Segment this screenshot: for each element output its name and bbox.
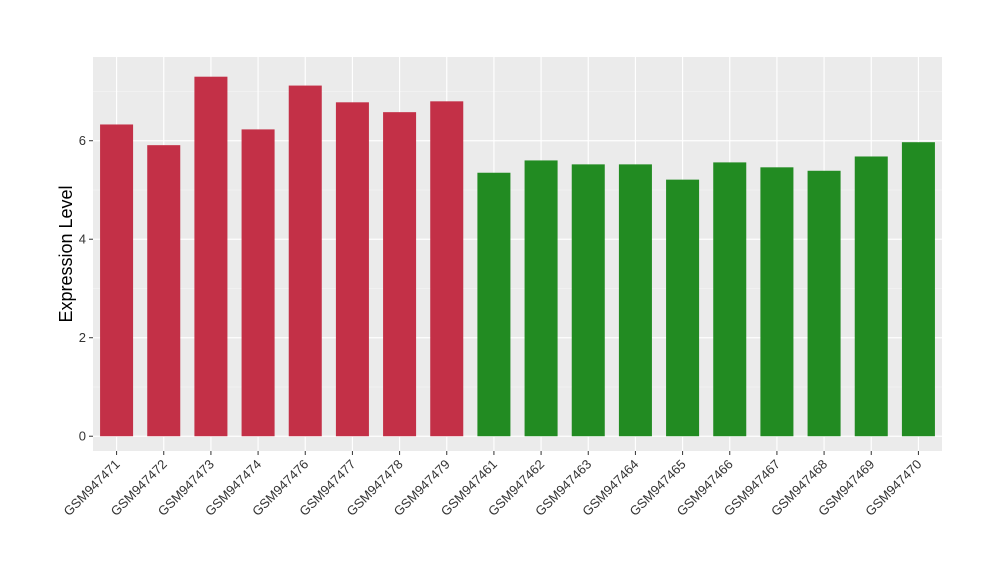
y-tick-label: 0 bbox=[79, 429, 86, 444]
bar-GSM947461 bbox=[477, 172, 511, 437]
bar-GSM947467 bbox=[760, 167, 794, 437]
y-tick-label: 4 bbox=[79, 232, 86, 247]
bar-GSM947476 bbox=[288, 85, 322, 437]
bars bbox=[100, 76, 935, 437]
bar-GSM947463 bbox=[571, 164, 605, 437]
plot-panel bbox=[93, 57, 942, 451]
bar-GSM947466 bbox=[713, 162, 747, 437]
bar-GSM947465 bbox=[666, 179, 700, 437]
bar-GSM947470 bbox=[901, 142, 935, 437]
bar-GSM947462 bbox=[524, 160, 558, 437]
bar-GSM947474 bbox=[241, 129, 275, 437]
bar-GSM947472 bbox=[147, 145, 181, 437]
bar-GSM947468 bbox=[807, 170, 841, 437]
y-tick-label: 2 bbox=[79, 330, 86, 345]
bar-GSM947478 bbox=[383, 112, 417, 437]
y-axis-title: Expression Level bbox=[56, 185, 76, 322]
bar-GSM947469 bbox=[854, 156, 888, 437]
bar-GSM947471 bbox=[100, 124, 134, 437]
bar-GSM947473 bbox=[194, 76, 228, 437]
bar-GSM947464 bbox=[618, 164, 652, 437]
bar-GSM947479 bbox=[430, 101, 464, 437]
y-tick-label: 6 bbox=[79, 133, 86, 148]
bar-GSM947477 bbox=[335, 102, 369, 437]
